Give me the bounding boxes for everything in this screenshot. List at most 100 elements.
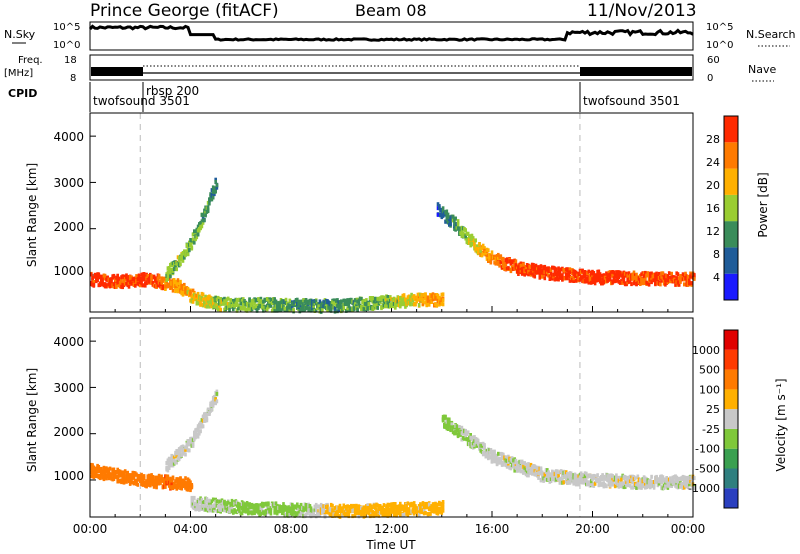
data-cell xyxy=(226,296,230,301)
data-cell xyxy=(641,277,645,282)
data-cell xyxy=(211,195,215,200)
data-cell xyxy=(579,471,583,476)
data-cell xyxy=(370,513,373,518)
data-cell xyxy=(322,507,325,512)
data-cell xyxy=(667,483,671,488)
data-cell xyxy=(191,288,195,293)
data-cell xyxy=(302,513,305,518)
data-cell xyxy=(622,482,626,487)
data-cell xyxy=(115,475,118,480)
data-cell xyxy=(469,237,472,242)
data-cell xyxy=(626,483,629,488)
data-cell xyxy=(395,513,398,518)
data-cell xyxy=(332,298,336,303)
data-cell xyxy=(309,308,313,313)
data-cell xyxy=(615,473,618,478)
data-cell xyxy=(144,283,147,288)
data-cell xyxy=(184,452,187,457)
data-cell xyxy=(505,266,509,271)
data-cell xyxy=(140,472,143,477)
data-cell xyxy=(617,478,621,483)
data-cell xyxy=(112,467,116,472)
data-cell xyxy=(412,511,416,516)
data-cell xyxy=(166,468,170,473)
data-cell xyxy=(195,301,199,306)
data-cell xyxy=(615,477,618,482)
data-cell xyxy=(554,267,558,272)
data-cell xyxy=(568,274,572,279)
data-cell xyxy=(421,501,425,506)
data-cell xyxy=(126,470,129,475)
data-cell xyxy=(407,294,411,299)
data-cell xyxy=(258,512,261,517)
nsky-tick-top: 10^5 xyxy=(53,22,80,33)
data-cell xyxy=(326,308,329,313)
velocity-colorbar-swatch xyxy=(724,448,738,469)
data-cell xyxy=(441,508,445,513)
power-panel-frame xyxy=(89,112,694,313)
freq-tick-bottom: 8 xyxy=(70,73,76,84)
data-cell xyxy=(115,470,118,475)
velocity-colorbar-swatch xyxy=(724,369,738,390)
data-cell xyxy=(566,472,569,476)
data-cell xyxy=(523,469,526,474)
velocity-colorbar-tick: -25 xyxy=(702,423,720,436)
data-cell xyxy=(386,502,390,507)
data-cell xyxy=(171,288,175,293)
data-cell xyxy=(659,282,662,287)
data-cell xyxy=(522,262,525,267)
data-cell xyxy=(205,416,209,421)
velocity-colorbar-tick: 500 xyxy=(699,364,720,377)
data-cell xyxy=(490,459,494,464)
data-cell xyxy=(371,510,374,514)
data-cell xyxy=(669,279,672,284)
xtick-0: 00:00 xyxy=(73,522,108,536)
data-cell xyxy=(568,278,572,283)
velocity-colorbar-tick: 1000 xyxy=(692,344,720,357)
data-cell xyxy=(632,270,636,275)
data-cell xyxy=(690,281,694,286)
data-cell xyxy=(121,478,124,483)
data-cell xyxy=(655,271,658,276)
data-cell xyxy=(351,514,354,519)
data-cell xyxy=(439,507,442,512)
data-cell xyxy=(317,504,320,509)
data-cell xyxy=(184,447,187,452)
data-cell xyxy=(473,241,476,246)
data-cell xyxy=(291,304,294,309)
data-cell xyxy=(464,236,467,241)
data-cell xyxy=(275,303,279,308)
data-cell xyxy=(255,308,259,313)
data-cell xyxy=(147,474,151,479)
data-cell xyxy=(451,218,455,223)
data-cell xyxy=(265,505,269,510)
power-ytick-4000: 4000 xyxy=(53,130,84,144)
data-cell xyxy=(464,428,467,433)
data-cell xyxy=(110,473,113,478)
data-cell xyxy=(98,476,102,481)
data-cell xyxy=(97,465,101,469)
data-cell xyxy=(312,303,315,308)
data-cell xyxy=(406,512,410,517)
data-cell xyxy=(314,506,318,511)
data-cell xyxy=(502,452,505,457)
data-cell xyxy=(303,507,307,512)
data-cell xyxy=(157,273,161,278)
data-cell xyxy=(590,479,593,484)
data-cell xyxy=(675,479,678,483)
data-cell xyxy=(642,274,646,279)
data-cell xyxy=(416,296,420,301)
station-title: Prince George (fitACF) xyxy=(90,1,279,21)
data-cell xyxy=(527,462,530,467)
data-cell xyxy=(123,469,127,474)
data-cell xyxy=(503,455,506,460)
data-cell xyxy=(208,304,211,309)
data-cell xyxy=(664,478,667,483)
data-cell xyxy=(489,455,493,460)
data-cell xyxy=(505,462,509,467)
data-cell xyxy=(635,272,638,277)
data-cell xyxy=(615,274,618,279)
data-cell xyxy=(95,469,98,474)
data-cell xyxy=(688,281,691,286)
